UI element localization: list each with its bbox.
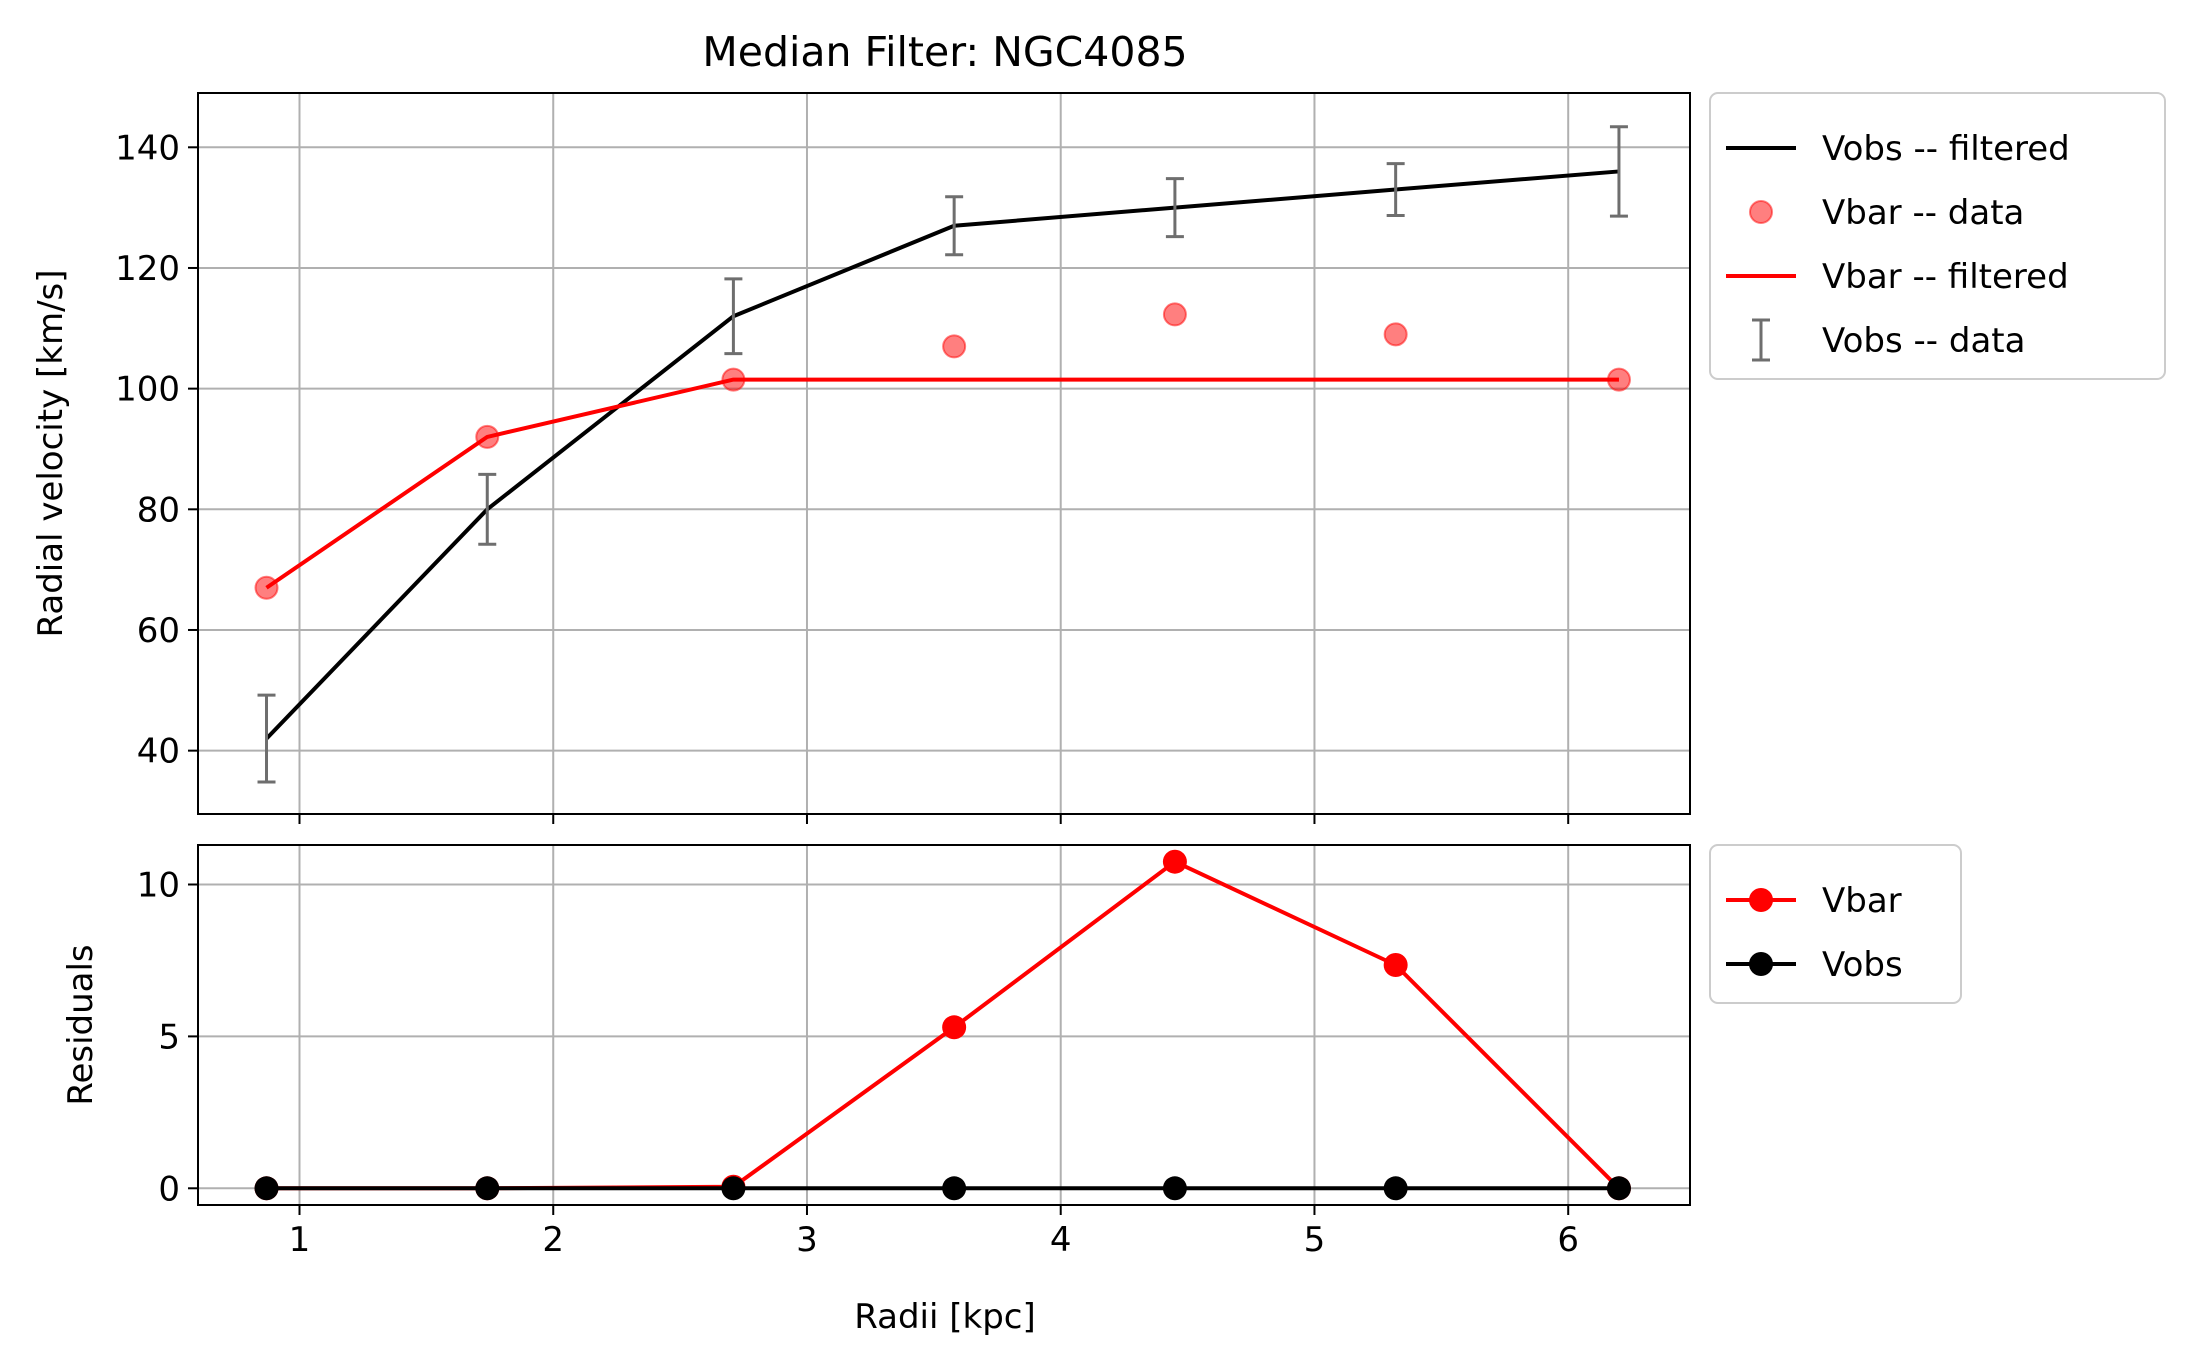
bottom-point-vobs bbox=[1162, 1176, 1187, 1201]
top-point-vbar-data bbox=[1162, 302, 1187, 327]
top-axes-frame bbox=[197, 92, 1691, 815]
top-errorbar-vobs-data bbox=[1609, 125, 1628, 218]
x-tick-label: 4 bbox=[1050, 1220, 1072, 1260]
bottom-point-vbar bbox=[1162, 849, 1187, 874]
top-errorbar-vobs-data bbox=[1165, 177, 1184, 239]
top-y-tick-label: 100 bbox=[115, 370, 180, 410]
legend-label: Vobs -- data bbox=[1822, 321, 2025, 361]
bottom-y-axis-label: Residuals bbox=[61, 944, 101, 1105]
bottom-y-tick-label: 5 bbox=[158, 1017, 180, 1057]
legend-marker-swatch bbox=[1749, 200, 1773, 224]
top-errorbar-vobs-data bbox=[724, 277, 743, 356]
bottom-point-vobs bbox=[254, 1176, 279, 1201]
bottom-point-vbar bbox=[942, 1015, 967, 1040]
legend-label: Vbar -- data bbox=[1822, 193, 2024, 233]
top-y-tick-label: 40 bbox=[137, 732, 180, 772]
legend-label: Vobs bbox=[1822, 945, 1903, 985]
legend-marker-swatch bbox=[1749, 888, 1773, 912]
top-y-tick-label: 140 bbox=[115, 128, 180, 168]
bottom-y-tick-label: 10 bbox=[137, 865, 180, 905]
chart-title: Median Filter: NGC4085 bbox=[702, 28, 1187, 76]
top-y-tick-label: 80 bbox=[137, 490, 180, 530]
x-tick-label: 1 bbox=[289, 1220, 311, 1260]
bottom-point-vobs bbox=[1606, 1176, 1631, 1201]
top-y-tick-label: 120 bbox=[115, 249, 180, 289]
legend-marker-swatch bbox=[1749, 952, 1773, 976]
top-errorbar-vobs-data bbox=[945, 195, 964, 257]
legend-label: Vbar bbox=[1822, 881, 1902, 921]
top-point-vbar-data bbox=[942, 334, 967, 359]
legend-label: Vbar -- filtered bbox=[1822, 257, 2069, 297]
bottom-point-vobs bbox=[942, 1176, 967, 1201]
x-tick-label: 6 bbox=[1557, 1220, 1579, 1260]
top-errorbar-vobs-data bbox=[478, 472, 497, 546]
top-y-tick-label: 60 bbox=[137, 611, 180, 651]
bottom-point-vbar bbox=[1383, 953, 1408, 977]
top-point-vbar-data bbox=[1383, 322, 1408, 347]
top-series-line-vobs-filtered bbox=[265, 169, 1620, 740]
bottom-axes-frame bbox=[197, 844, 1691, 1206]
x-tick-label: 3 bbox=[796, 1220, 818, 1260]
top-legend: Vobs -- filtered Vbar -- data Vbar -- filt… bbox=[1709, 92, 2166, 380]
x-tick-label: 5 bbox=[1304, 1220, 1326, 1260]
bottom-point-vobs bbox=[1383, 1176, 1408, 1201]
bottom-y-tick-label: 0 bbox=[158, 1169, 180, 1209]
x-axis-label: Radii [kpc] bbox=[854, 1297, 1036, 1337]
top-errorbar-vobs-data bbox=[257, 693, 276, 784]
bottom-point-vobs bbox=[475, 1176, 500, 1201]
bottom-legend: Vbar Vobs bbox=[1709, 844, 1962, 1004]
legend-label: Vobs -- filtered bbox=[1822, 129, 2070, 169]
top-y-axis-label: Radial velocity [km/s] bbox=[31, 269, 71, 637]
legend-box bbox=[1709, 92, 2166, 380]
top-errorbar-vobs-data bbox=[1386, 162, 1405, 217]
x-tick-label: 2 bbox=[542, 1220, 564, 1260]
top-series-line-vbar-filtered bbox=[265, 377, 1619, 590]
bottom-point-vobs bbox=[721, 1176, 746, 1201]
